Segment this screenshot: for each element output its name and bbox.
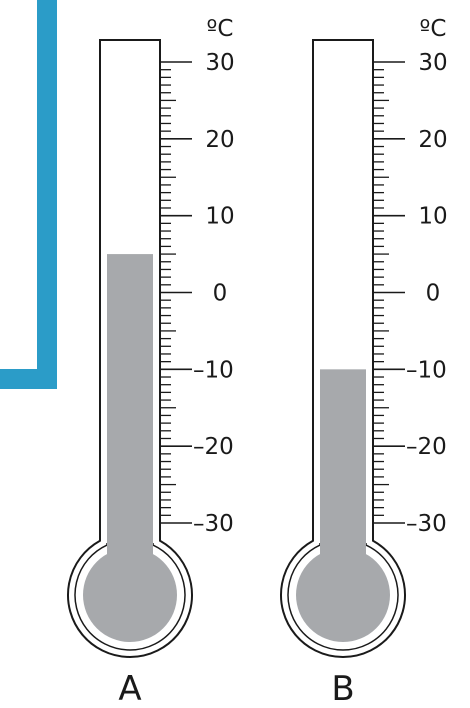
tick-label-20: 20 — [418, 127, 447, 153]
tick-label-30: 30 — [418, 50, 447, 76]
tick-label-0: 0 — [213, 281, 228, 307]
tick-label-20: 20 — [205, 127, 234, 153]
tick-label-minus-20: –20 — [193, 434, 234, 460]
minor-ticks — [373, 69, 389, 516]
unit-label: ºC — [207, 16, 234, 42]
tick-label-minus-10: –10 — [406, 357, 447, 383]
tick-label-30: 30 — [205, 50, 234, 76]
minor-ticks — [160, 69, 176, 516]
tick-label-10: 10 — [418, 204, 447, 230]
tick-label-minus-30: –30 — [193, 511, 234, 537]
tick-label-minus-20: –20 — [406, 434, 447, 460]
thermometer-name-label: A — [118, 669, 141, 708]
thermometer-glass-inner — [287, 543, 399, 651]
mercury-bulb — [83, 548, 177, 642]
mercury-column — [320, 369, 366, 585]
thermometer-glass-inner — [74, 543, 186, 651]
thermometer-b: ºC 30 20 10 0 –10 –20 –30 B — [280, 16, 448, 708]
thermometer-a: ºC 30 20 10 0 –10 –20 –30 A — [67, 16, 235, 708]
tick-label-0: 0 — [426, 281, 441, 307]
unit-label: ºC — [420, 16, 447, 42]
mercury-bulb — [296, 548, 390, 642]
tick-label-minus-10: –10 — [193, 357, 234, 383]
mercury-column — [107, 254, 153, 586]
thermometer-name-label: B — [331, 669, 354, 708]
major-ticks — [373, 61, 405, 524]
tick-label-10: 10 — [205, 204, 234, 230]
tick-label-minus-30: –30 — [406, 511, 447, 537]
thermometer-outline — [280, 39, 406, 658]
accent-frame — [0, 0, 57, 389]
major-ticks — [160, 61, 192, 524]
